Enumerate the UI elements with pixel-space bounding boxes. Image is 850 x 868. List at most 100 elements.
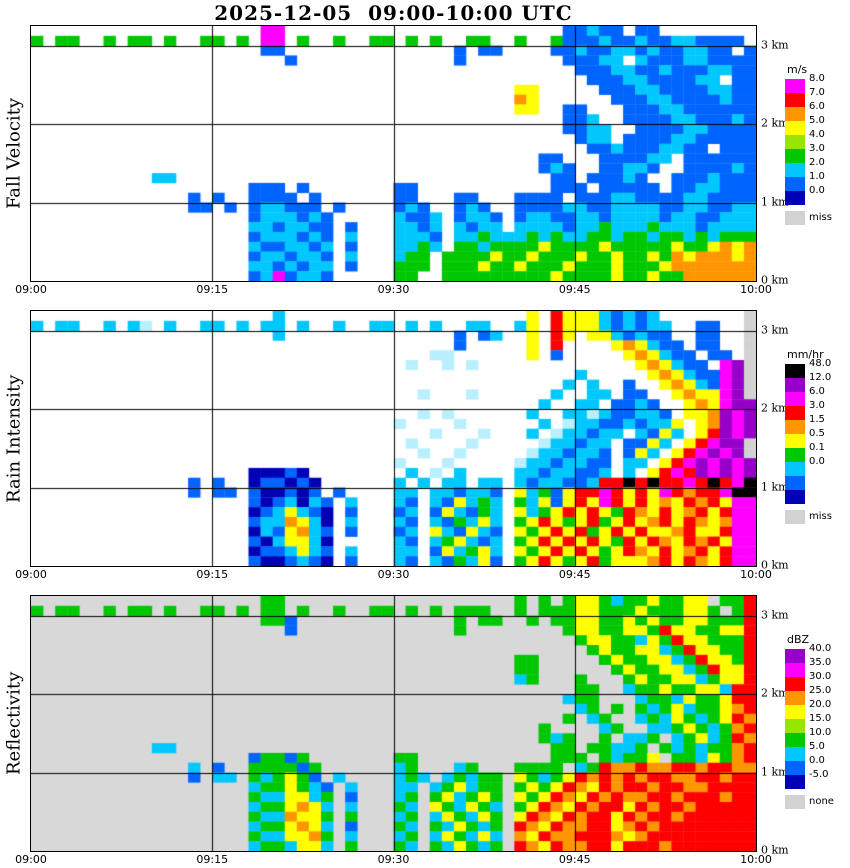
fall-velocity-x-ticks: 09:00 09:15 09:30 09:45 10:00 — [15, 283, 772, 299]
colorbar-swatch — [785, 211, 805, 225]
colorbar-label: 0.5 — [809, 428, 825, 439]
colorbar-swatch — [785, 462, 805, 476]
colorbar-label: 5.0 — [809, 741, 825, 752]
x-tick-label: 09:00 — [15, 568, 47, 581]
colorbar-swatch — [785, 177, 805, 191]
colorbar-segment: 4.0 — [785, 130, 847, 149]
colorbar-segment — [785, 490, 847, 504]
y-tick-label: 3 km — [761, 608, 789, 622]
colorbar-label: 3.0 — [809, 143, 825, 154]
colorbar-segment: 2.0 — [785, 158, 847, 177]
colorbar-title: mm/hr — [787, 348, 824, 361]
colorbar-segment: 48.0 — [785, 359, 847, 378]
rain-intensity-plot — [30, 310, 757, 567]
colorbar-label: 35.0 — [809, 657, 832, 668]
colorbar-segment: 20.0 — [785, 700, 847, 719]
colorbar-label: 3.0 — [809, 400, 825, 411]
colorbar-segment: miss — [785, 211, 847, 225]
x-tick-label: 09:00 — [15, 283, 47, 296]
colorbar-label: 12.0 — [809, 372, 832, 383]
panel-fall-velocity: Fall Velocity 09:00 09:15 09:30 09:45 10:00 … — [0, 25, 850, 310]
x-tick-label: 09:30 — [377, 568, 410, 581]
reflectivity-plot — [30, 595, 757, 852]
x-tick-label: 09:45 — [558, 283, 591, 296]
colorbar-swatch — [785, 191, 805, 205]
colorbar-label: 1.5 — [809, 414, 825, 425]
colorbar-segments: 40.0 35.0 30.0 25.0 20.0 15.0 10.0 5.0 0.0 -5.0 no… — [785, 644, 847, 809]
colorbar-swatch — [785, 364, 805, 378]
reflectivity-colorbar: dBZ 40.0 35.0 30.0 25.0 20.0 15.0 10.0 5.0 0.0 -5… — [785, 633, 847, 809]
colorbar-swatch — [785, 406, 805, 420]
colorbar-segments: 48.0 12.0 6.0 3.0 1.5 0.5 0.1 0.0 miss — [785, 359, 847, 524]
colorbar-swatch — [785, 121, 805, 135]
colorbar-label: 0.0 — [809, 755, 825, 766]
colorbar-segment: 7.0 — [785, 88, 847, 107]
colorbar-label: none — [809, 796, 834, 807]
colorbar-swatch — [785, 107, 805, 121]
fall-velocity-y-ticks: 3 km 2 km 1 km 0 km — [761, 25, 801, 287]
x-tick-label: 09:15 — [196, 853, 229, 866]
colorbar-label: 5.0 — [809, 115, 825, 126]
colorbar-label: 0.0 — [809, 456, 825, 467]
colorbar-segment: 1.5 — [785, 415, 847, 434]
chart-title: 2025-12-05 09:00-10:00 UTC — [214, 1, 573, 25]
colorbar-swatch — [785, 448, 805, 462]
reflectivity-y-ticks: 3 km 2 km 1 km 0 km — [761, 595, 801, 857]
colorbar-swatch — [785, 747, 805, 761]
y-tick-label: 2 km — [761, 116, 789, 130]
fall-velocity-axis-title: Fall Velocity — [3, 97, 25, 210]
x-tick-label: 09:30 — [377, 283, 410, 296]
fall-velocity-colorbar: m/s 8.0 7.0 6.0 5.0 4.0 3.0 2.0 1.0 0.0 miss — [785, 63, 847, 225]
colorbar-swatch — [785, 149, 805, 163]
colorbar-segment: 8.0 — [785, 74, 847, 93]
colorbar-segment: 30.0 — [785, 672, 847, 691]
y-tick-label: 3 km — [761, 323, 789, 337]
reflectivity-heatmap — [31, 596, 756, 851]
colorbar-label: 20.0 — [809, 699, 832, 710]
x-tick-label: 10:00 — [740, 568, 772, 581]
colorbar-label: 8.0 — [809, 73, 825, 84]
colorbar-swatch — [785, 135, 805, 149]
colorbar-label: 6.0 — [809, 101, 825, 112]
y-tick-label: 2 km — [761, 686, 789, 700]
colorbar-segment: 35.0 — [785, 658, 847, 677]
y-tick-label: 0 km — [761, 843, 789, 857]
colorbar-segment: 0.0 — [785, 186, 847, 205]
colorbar-label: 15.0 — [809, 713, 832, 724]
y-tick-label: 1 km — [761, 195, 789, 209]
colorbar-label: 1.0 — [809, 171, 825, 182]
y-tick-label: 0 km — [761, 273, 789, 287]
colorbar-label: 25.0 — [809, 685, 832, 696]
colorbar-segment: 6.0 — [785, 387, 847, 406]
colorbar-segment: 6.0 — [785, 102, 847, 121]
rain-intensity-y-ticks: 3 km 2 km 1 km 0 km — [761, 310, 801, 572]
x-tick-label: 10:00 — [740, 853, 772, 866]
colorbar-segment: 12.0 — [785, 373, 847, 392]
colorbar-swatch — [785, 795, 805, 809]
colorbar-label: 7.0 — [809, 87, 825, 98]
colorbar-swatch — [785, 510, 805, 524]
colorbar-segment — [785, 476, 847, 490]
colorbar-title: dBZ — [787, 633, 810, 646]
colorbar-swatch — [785, 649, 805, 663]
colorbar-segment: 10.0 — [785, 728, 847, 747]
x-tick-label: 09:15 — [196, 568, 229, 581]
panel-rain-intensity: Rain Intensity 09:00 09:15 09:30 09:45 10:00… — [0, 310, 850, 595]
colorbar-label: miss — [809, 511, 832, 522]
colorbar-segment: 3.0 — [785, 401, 847, 420]
fall-velocity-heatmap — [31, 26, 756, 281]
colorbar-label: 40.0 — [809, 643, 832, 654]
colorbar-swatch — [785, 761, 805, 775]
colorbar-swatch — [785, 677, 805, 691]
x-tick-label: 09:00 — [15, 853, 47, 866]
colorbar-segment: 5.0 — [785, 742, 847, 761]
y-tick-label: 0 km — [761, 558, 789, 572]
colorbar-swatch — [785, 378, 805, 392]
rain-intensity-axis-title: Rain Intensity — [3, 374, 25, 503]
rain-intensity-colorbar: mm/hr 48.0 12.0 6.0 3.0 1.5 0.5 0.1 0.0 miss — [785, 348, 847, 524]
colorbar-label: miss — [809, 212, 832, 223]
colorbar-segment: 0.0 — [785, 457, 847, 476]
reflectivity-axis-title: Reflectivity — [3, 671, 25, 776]
colorbar-segment: 0.0 — [785, 756, 847, 775]
